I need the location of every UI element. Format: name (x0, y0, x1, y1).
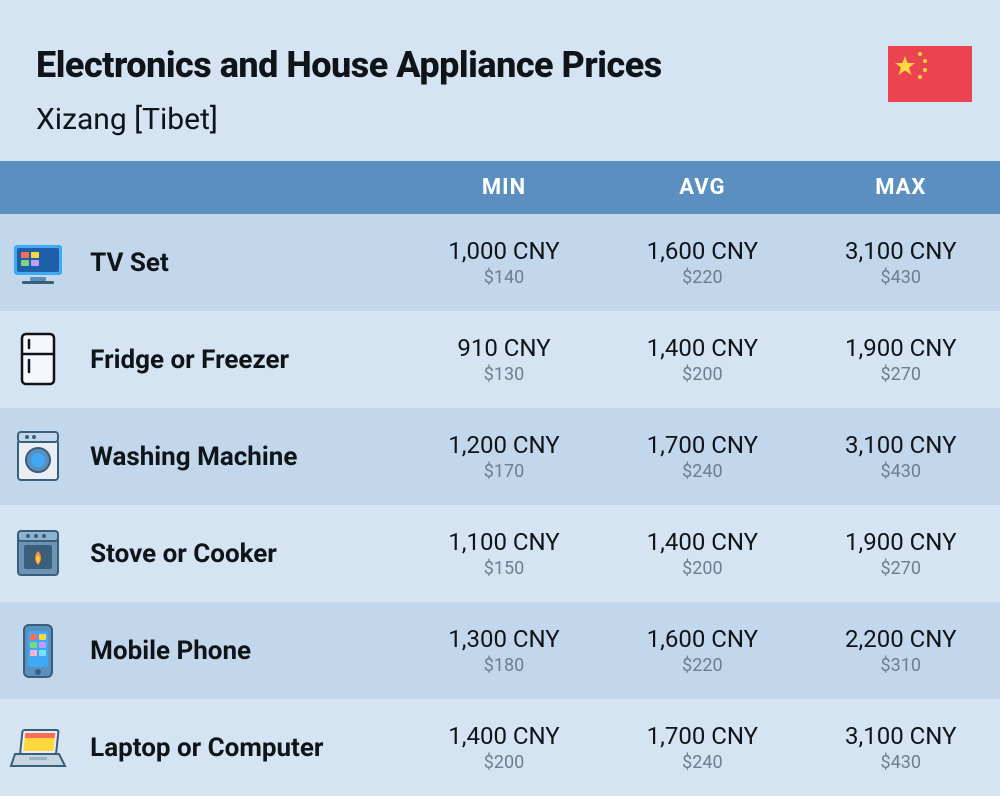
min-cell: 1,100 CNY$150 (405, 505, 603, 602)
col-header-icon (0, 161, 76, 214)
avg-cny: 1,400 CNY (603, 528, 801, 557)
table-row: Mobile Phone1,300 CNY$1801,600 CNY$2202,… (0, 602, 1000, 699)
col-header-min: MIN (405, 161, 603, 214)
max-cell: 3,100 CNY$430 (802, 214, 1000, 311)
avg-cell: 1,600 CNY$220 (603, 602, 801, 699)
max-usd: $430 (802, 461, 1000, 482)
phone-icon (0, 602, 76, 699)
avg-cell: 1,400 CNY$200 (603, 505, 801, 602)
min-cny: 1,000 CNY (405, 237, 603, 266)
min-cny: 1,300 CNY (405, 625, 603, 654)
avg-cell: 1,400 CNY$200 (603, 311, 801, 408)
avg-usd: $200 (603, 364, 801, 385)
min-cell: 1,200 CNY$170 (405, 408, 603, 505)
max-cny: 2,200 CNY (802, 625, 1000, 654)
item-name: Washing Machine (76, 408, 405, 505)
avg-cny: 1,600 CNY (603, 625, 801, 654)
avg-usd: $220 (603, 267, 801, 288)
min-cny: 910 CNY (405, 334, 603, 363)
min-cell: 910 CNY$130 (405, 311, 603, 408)
max-cny: 1,900 CNY (802, 528, 1000, 557)
max-cell: 2,200 CNY$310 (802, 602, 1000, 699)
max-cell: 3,100 CNY$430 (802, 699, 1000, 796)
max-cny: 1,900 CNY (802, 334, 1000, 363)
col-header-avg: AVG (603, 161, 801, 214)
min-cny: 1,200 CNY (405, 431, 603, 460)
avg-usd: $240 (603, 461, 801, 482)
min-usd: $180 (405, 655, 603, 676)
avg-cny: 1,400 CNY (603, 334, 801, 363)
max-usd: $430 (802, 267, 1000, 288)
max-cny: 3,100 CNY (802, 237, 1000, 266)
table-row: Stove or Cooker1,100 CNY$1501,400 CNY$20… (0, 505, 1000, 602)
min-cny: 1,400 CNY (405, 722, 603, 751)
max-usd: $430 (802, 752, 1000, 773)
price-table: MIN AVG MAX TV Set1,000 CNY$1401,600 CNY… (0, 161, 1000, 796)
avg-cny: 1,700 CNY (603, 722, 801, 751)
min-usd: $150 (405, 558, 603, 579)
table-row: Washing Machine1,200 CNY$1701,700 CNY$24… (0, 408, 1000, 505)
max-usd: $310 (802, 655, 1000, 676)
item-name: Laptop or Computer (76, 699, 405, 796)
avg-cell: 1,600 CNY$220 (603, 214, 801, 311)
avg-cny: 1,700 CNY (603, 431, 801, 460)
max-usd: $270 (802, 558, 1000, 579)
item-name: Stove or Cooker (76, 505, 405, 602)
header: Electronics and House Appliance Prices X… (0, 0, 1000, 161)
max-usd: $270 (802, 364, 1000, 385)
item-name: Mobile Phone (76, 602, 405, 699)
max-cell: 3,100 CNY$430 (802, 408, 1000, 505)
stove-icon (0, 505, 76, 602)
avg-cell: 1,700 CNY$240 (603, 408, 801, 505)
min-cell: 1,400 CNY$200 (405, 699, 603, 796)
page: Electronics and House Appliance Prices X… (0, 0, 1000, 776)
item-name: TV Set (76, 214, 405, 311)
page-title: Electronics and House Appliance Prices (36, 44, 964, 86)
fridge-icon (0, 311, 76, 408)
tv-icon (0, 214, 76, 311)
min-usd: $130 (405, 364, 603, 385)
max-cny: 3,100 CNY (802, 431, 1000, 460)
min-cell: 1,300 CNY$180 (405, 602, 603, 699)
washer-icon (0, 408, 76, 505)
avg-usd: $200 (603, 558, 801, 579)
table-row: Fridge or Freezer910 CNY$1301,400 CNY$20… (0, 311, 1000, 408)
min-cny: 1,100 CNY (405, 528, 603, 557)
table-row: TV Set1,000 CNY$1401,600 CNY$2203,100 CN… (0, 214, 1000, 311)
table-header-row: MIN AVG MAX (0, 161, 1000, 214)
avg-usd: $220 (603, 655, 801, 676)
max-cell: 1,900 CNY$270 (802, 505, 1000, 602)
max-cny: 3,100 CNY (802, 722, 1000, 751)
avg-usd: $240 (603, 752, 801, 773)
laptop-icon (0, 699, 76, 796)
max-cell: 1,900 CNY$270 (802, 311, 1000, 408)
item-name: Fridge or Freezer (76, 311, 405, 408)
min-usd: $140 (405, 267, 603, 288)
col-header-max: MAX (802, 161, 1000, 214)
col-header-name (76, 161, 405, 214)
min-cell: 1,000 CNY$140 (405, 214, 603, 311)
min-usd: $170 (405, 461, 603, 482)
min-usd: $200 (405, 752, 603, 773)
table-row: Laptop or Computer1,400 CNY$2001,700 CNY… (0, 699, 1000, 796)
avg-cell: 1,700 CNY$240 (603, 699, 801, 796)
page-subtitle: Xizang [Tibet] (36, 102, 964, 137)
china-flag-icon (888, 46, 972, 102)
avg-cny: 1,600 CNY (603, 237, 801, 266)
